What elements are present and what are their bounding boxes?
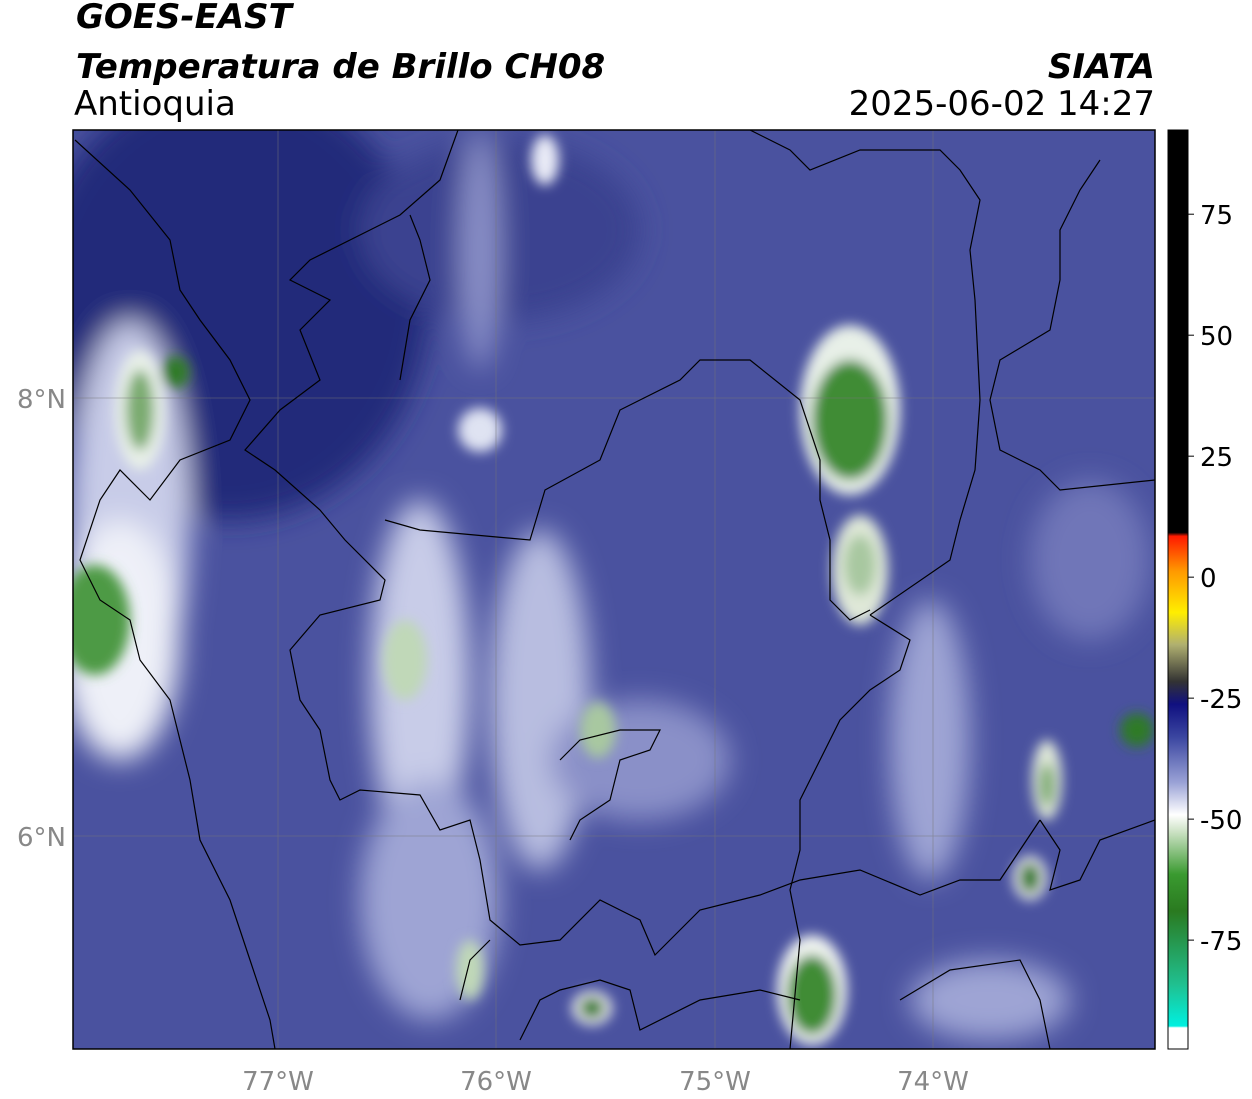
lon-label: 77°W	[242, 1067, 314, 1097]
colorbar	[1167, 129, 1189, 1050]
timestamp: 2025-06-02 14:27	[849, 84, 1155, 124]
lon-label: 76°W	[460, 1067, 532, 1097]
lat-label: 8°N	[17, 385, 66, 415]
lon-label: 75°W	[679, 1067, 751, 1097]
title: GOES-EAST	[76, 0, 295, 37]
map-frame	[72, 129, 1156, 1050]
colorbar-tick-label: 0	[1200, 564, 1217, 594]
colorbar-tick-label: -25	[1200, 685, 1242, 715]
colorbar-tick-label: -50	[1200, 806, 1242, 836]
satellite-image	[73, 130, 1155, 1049]
lat-label: 6°N	[17, 823, 66, 853]
source: SIATA	[1048, 47, 1155, 87]
colorbar-tick-label: 25	[1200, 443, 1233, 473]
region: Antioquia	[74, 84, 236, 124]
colorbar-tick-label: 50	[1200, 322, 1233, 352]
subtitle: Temperatura de Brillo CH08	[76, 47, 605, 87]
colorbar-tick-label: -75	[1200, 927, 1242, 957]
lon-label: 74°W	[897, 1067, 969, 1097]
colorbar-tick-label: 75	[1200, 201, 1233, 231]
